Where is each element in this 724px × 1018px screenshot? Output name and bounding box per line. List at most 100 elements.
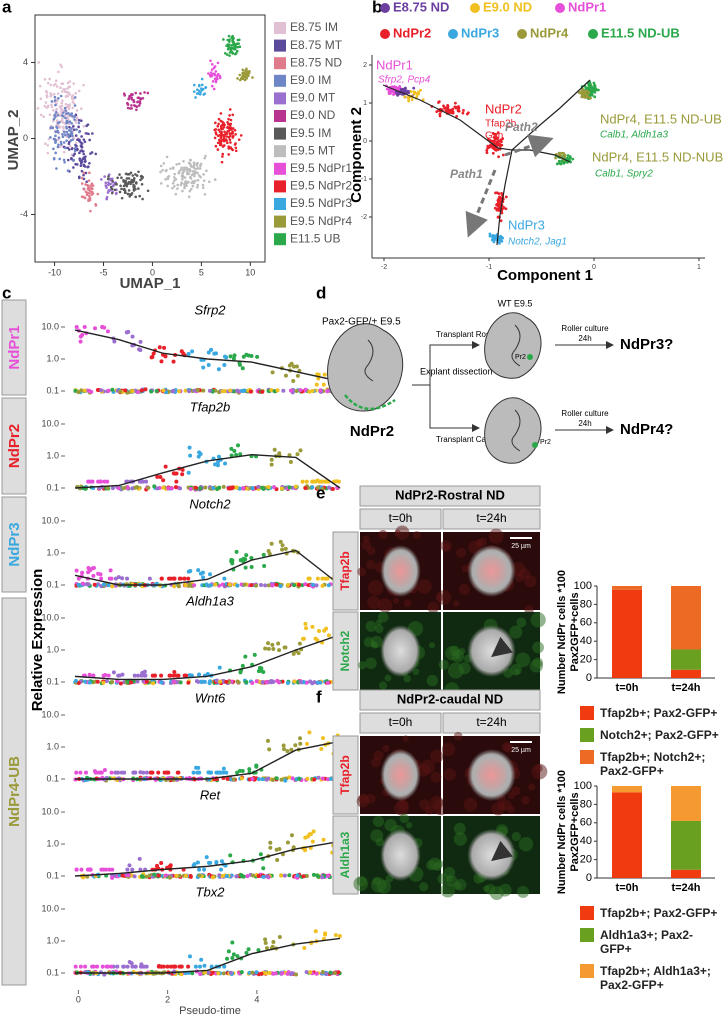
scatter-dot <box>240 874 244 878</box>
scatter-dot <box>52 127 55 130</box>
scatter-dot <box>44 142 47 145</box>
x-tick-label: -1 <box>486 264 492 271</box>
explant <box>380 829 421 881</box>
scatter-dot <box>74 92 77 95</box>
scatter-dot <box>231 485 235 489</box>
scatter-dot <box>39 85 42 88</box>
scatter-dot <box>223 462 227 466</box>
scatter-dot <box>270 458 274 462</box>
scatter-dot <box>217 142 220 145</box>
scatter-dot <box>57 97 60 100</box>
scatter-dot <box>192 185 195 188</box>
scatter-dot <box>310 389 314 393</box>
annotation: Path1 <box>450 167 483 181</box>
scatter-dot <box>91 151 94 154</box>
scatter-dot <box>192 170 195 173</box>
scatter-dot <box>169 167 172 170</box>
scatter-dot <box>326 874 330 878</box>
scatter-dot <box>253 653 257 657</box>
scatter-dot <box>276 641 280 645</box>
scatter-dot <box>159 861 163 865</box>
scatter-dot <box>215 81 218 84</box>
scatter-dot <box>159 680 163 684</box>
column-label: t=24h <box>476 511 506 525</box>
gene-title: Aldh1a3 <box>185 593 234 608</box>
scatter-dot <box>64 117 67 120</box>
scatter-dot <box>216 971 220 975</box>
scatter-dot <box>260 390 264 394</box>
scatter-dot <box>296 873 300 877</box>
scatter-dot <box>211 63 214 66</box>
scatter-dot <box>159 359 163 363</box>
scatter-dot <box>262 487 266 491</box>
texture <box>378 530 387 539</box>
scatter-dot <box>499 239 502 242</box>
scatter-dot <box>80 107 83 110</box>
y-tick-label: 80 <box>580 598 592 610</box>
scatter-dot <box>412 87 415 90</box>
scatter-dot <box>228 35 231 38</box>
scatter-dot <box>199 93 202 96</box>
scatter-dot <box>44 78 47 81</box>
scatter-dot <box>221 127 224 130</box>
scatter-dot <box>213 462 217 466</box>
scatter-dot <box>254 763 258 767</box>
scatter-dot <box>497 155 500 158</box>
texture <box>454 732 463 741</box>
texture <box>382 745 389 752</box>
scatter-dot <box>228 43 231 46</box>
scatter-dot <box>244 566 248 570</box>
scatter-dot <box>74 146 77 149</box>
scatter-dot <box>265 874 269 878</box>
texture <box>535 764 543 772</box>
scatter-dot <box>196 164 199 167</box>
scatter-dot <box>197 455 201 459</box>
scatter-dot <box>140 389 144 393</box>
scatter-dot <box>199 958 203 962</box>
scatter-dot <box>213 88 216 91</box>
scatter-dot <box>241 664 245 668</box>
scatter-dot <box>182 160 185 163</box>
scatter-dot <box>587 91 590 94</box>
scatter-dot <box>139 92 142 95</box>
scatter-dot <box>204 193 207 196</box>
scatter-dot <box>40 114 43 117</box>
bar-segment <box>671 786 701 821</box>
scatter-dot <box>137 347 141 351</box>
y-tick-label: 1 <box>363 100 367 107</box>
scatter-dot <box>290 971 294 975</box>
scatter-dot <box>274 583 278 587</box>
scatter-dot <box>127 98 130 101</box>
annotation: NdPr2 <box>485 101 522 116</box>
scatter-dot <box>134 486 138 490</box>
scatter-dot <box>57 114 60 117</box>
scatter-dot <box>54 135 57 138</box>
scatter-dot <box>138 770 142 774</box>
scatter-dot <box>190 177 193 180</box>
scatter-dot <box>321 970 325 974</box>
y-tick-label: 1.0 <box>46 838 59 848</box>
y-tick-label: 0 <box>586 872 592 884</box>
scatter-dot <box>235 550 239 554</box>
scatter-dot <box>71 107 74 110</box>
scatter-dot <box>43 105 46 108</box>
texture <box>442 743 455 756</box>
scatter-dot <box>54 138 57 141</box>
scatter-dot <box>204 86 207 89</box>
scatter-dot <box>107 868 111 872</box>
scatter-dot <box>491 236 494 239</box>
scatter-dot <box>217 486 221 490</box>
scatter-dot <box>107 389 111 393</box>
scatter-dot <box>241 366 245 370</box>
scatter-dot <box>202 186 205 189</box>
scatter-dot <box>110 680 114 684</box>
scatter-dot <box>182 577 186 581</box>
scatter-dot <box>230 47 233 50</box>
scatter-dot <box>74 965 78 969</box>
scatter-dot <box>591 94 594 97</box>
scatter-dot <box>181 190 184 193</box>
legend-swatch <box>580 928 594 942</box>
scatter-dot <box>244 680 248 684</box>
scatter-dot <box>321 777 325 781</box>
scatter-dot <box>386 88 389 91</box>
